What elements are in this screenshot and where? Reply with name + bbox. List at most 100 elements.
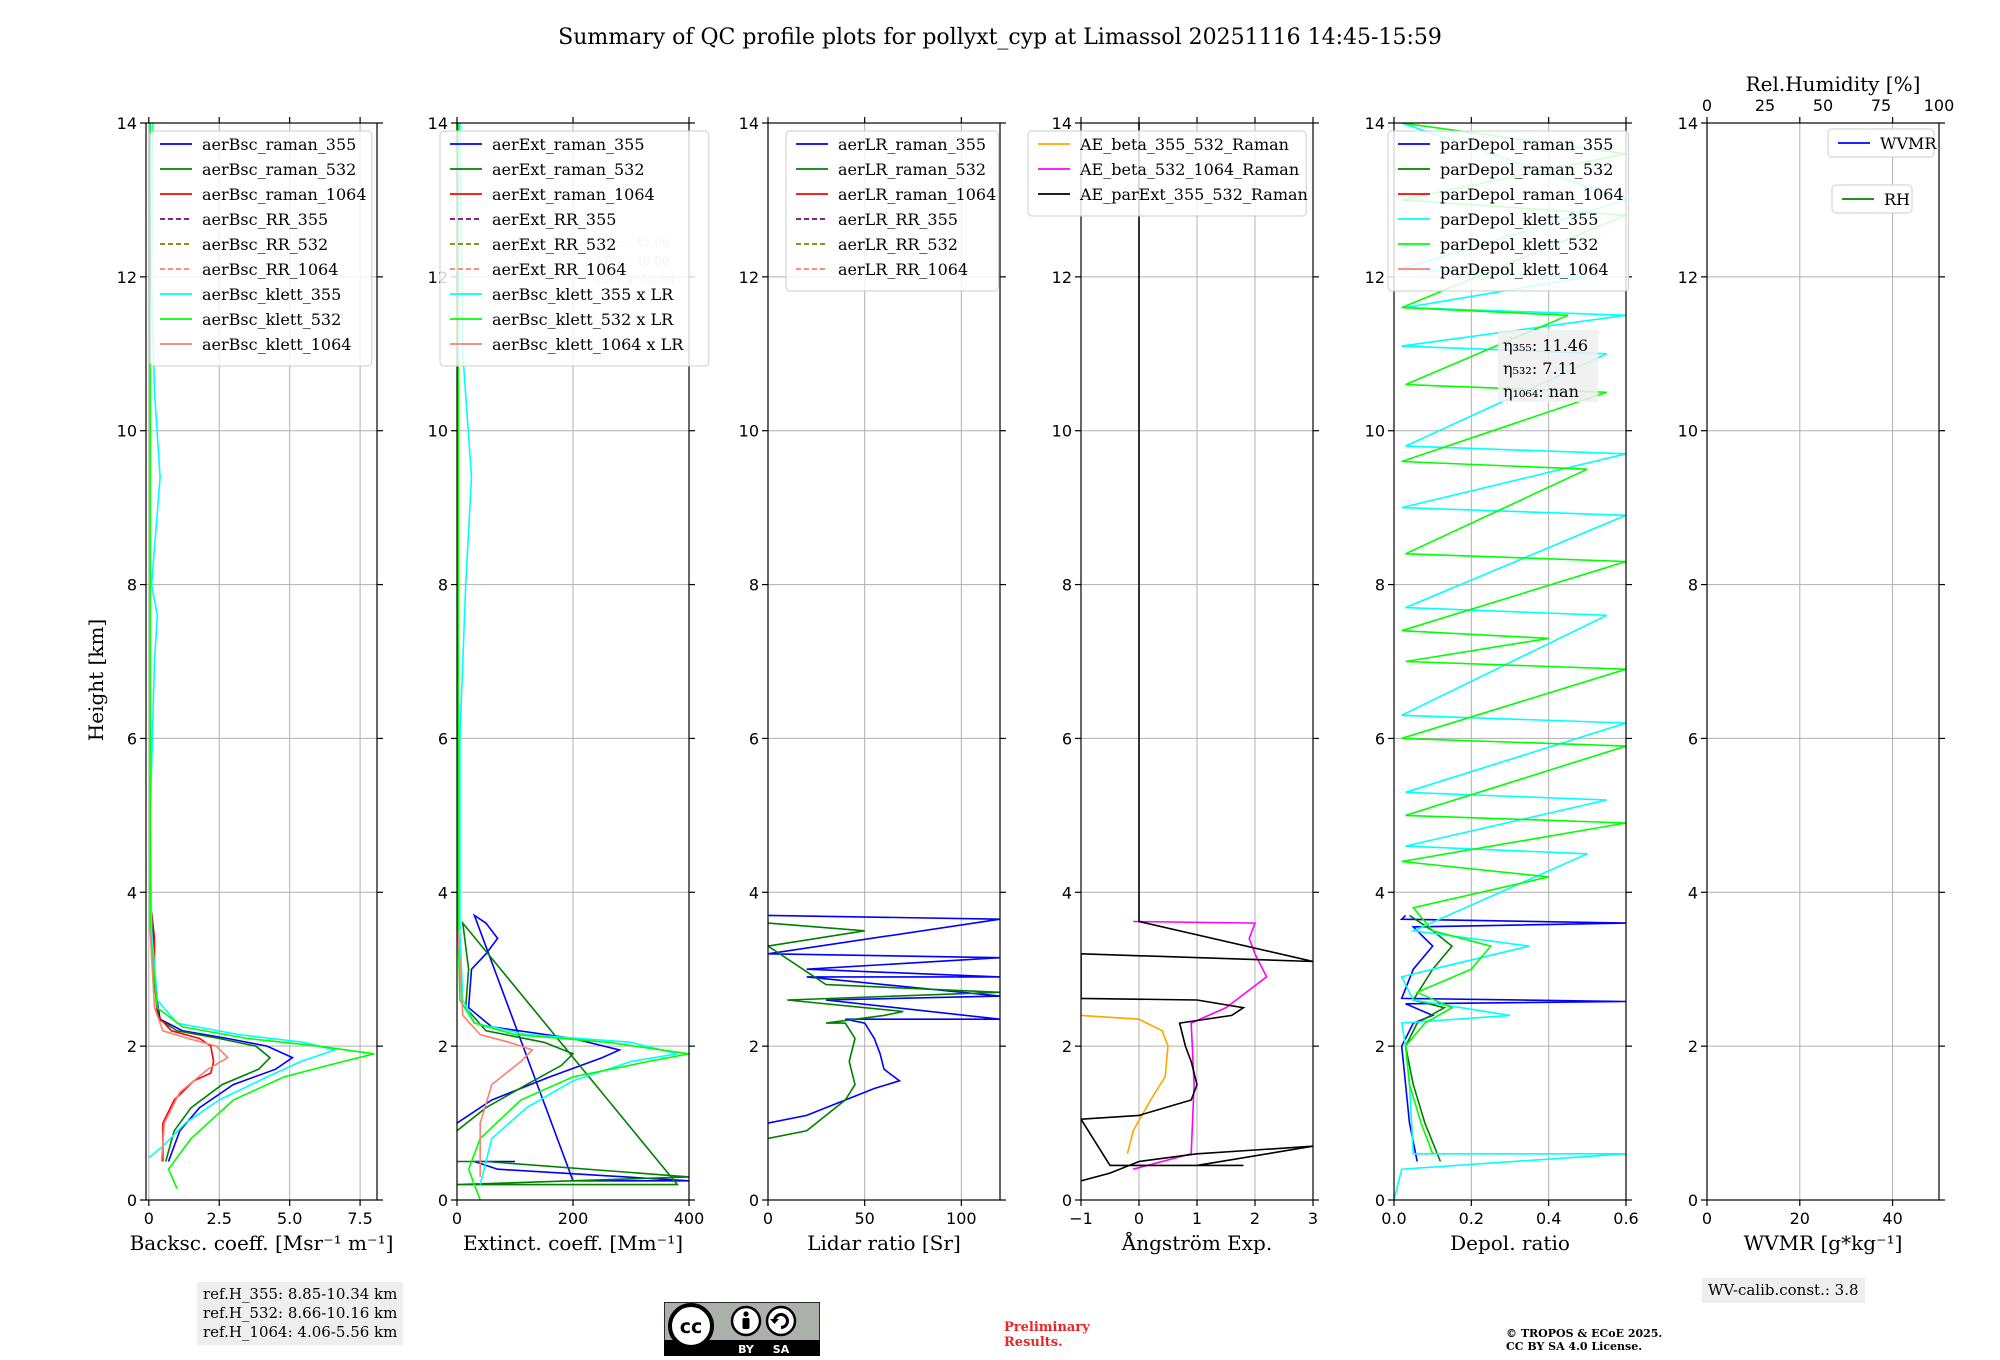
- x-tick-label: 400: [674, 1209, 705, 1228]
- x-tick-label: 3: [1308, 1209, 1318, 1228]
- y-tick-label: 2: [749, 1037, 759, 1056]
- legend-label: aerBsc_klett_532 x LR: [492, 310, 674, 329]
- y-tick-label: 10: [739, 422, 759, 441]
- y-tick-label: 6: [1375, 729, 1385, 748]
- x-axis-label: Extinct. coeff. [Mm⁻¹]: [463, 1231, 683, 1255]
- y-tick-label: 10: [1678, 422, 1698, 441]
- y-tick-label: 10: [1365, 422, 1385, 441]
- figure-title: Summary of QC profile plots for pollyxt_…: [558, 25, 1442, 50]
- y-tick-label: 4: [1062, 883, 1072, 902]
- series-line-AE_parExt_355_532_Raman: [1081, 123, 1313, 1182]
- x-axis-label: WVMR [g*kg⁻¹]: [1744, 1231, 1903, 1255]
- legend-label: parDepol_klett_1064: [1440, 260, 1609, 279]
- x-axis-label: Ångström Exp.: [1121, 1230, 1272, 1255]
- legend-label: parDepol_raman_532: [1440, 160, 1613, 179]
- y-tick-label: 12: [1365, 268, 1385, 287]
- y-tick-label: 8: [438, 576, 448, 595]
- x-axis-label: Depol. ratio: [1450, 1231, 1570, 1255]
- y-tick-label: 14: [739, 114, 759, 133]
- legend-label: RH: [1884, 190, 1910, 209]
- eta-annotation: η₃₅₅: 11.46: [1503, 336, 1588, 355]
- x-tick-label: 0: [763, 1209, 773, 1228]
- y-tick-label: 12: [117, 268, 137, 287]
- wv-calib-const: WV-calib.const.: 3.8: [1708, 1281, 1859, 1299]
- legend-frame: [1387, 130, 1630, 292]
- cc-badge-main: cc: [680, 1316, 703, 1338]
- y-tick-label: 2: [1688, 1037, 1698, 1056]
- reference-heights-box: ref.H_355: 8.85-10.34 km ref.H_532: 8.66…: [197, 1282, 404, 1345]
- y-tick-label: 8: [1375, 576, 1385, 595]
- series-line-parDepol_raman_532: [1404, 914, 1454, 1162]
- legend-label: aerExt_raman_1064: [492, 185, 655, 204]
- y-tick-label: 6: [127, 729, 137, 748]
- preliminary-line-2: Results.: [1004, 1335, 1063, 1350]
- panel-lidar_ratio: 0 50 100 0 2 4 6 8 10 12 14 Lidar ratio [Sr] aerLR_r…: [739, 114, 1006, 1255]
- legend-label: parDepol_klett_532: [1440, 235, 1598, 254]
- legend-label: aerExt_raman_355: [492, 135, 645, 154]
- legend-label: aerBsc_klett_1064: [202, 335, 351, 354]
- series-line-aerBsc_klett_1064 x LR: [457, 930, 534, 1177]
- legend: aerExt_raman_355 aerExt_raman_532 aerExt_r…: [439, 130, 710, 367]
- legend-label: AE_parExt_355_532_Raman: [1079, 185, 1308, 204]
- series-line-aerLR_raman_355: [768, 914, 1000, 1124]
- legend-label: aerBsc_RR_355: [202, 210, 328, 229]
- y-tick-label: 4: [1375, 883, 1385, 902]
- y-tick-label: 4: [749, 883, 759, 902]
- legend: WVMR RH: [1827, 128, 1937, 214]
- x-tick-label: 50: [854, 1209, 874, 1228]
- legend-frame: [149, 130, 373, 367]
- y-tick-label: 2: [1375, 1037, 1385, 1056]
- y-tick-label: 0: [1062, 1191, 1072, 1210]
- y-tick-label: 8: [749, 576, 759, 595]
- x-tick-label: 40: [1882, 1209, 1902, 1228]
- y-tick-label: 6: [749, 729, 759, 748]
- eta-annotation: η₁₀₆₄: nan: [1503, 382, 1579, 401]
- legend-frame: [1827, 128, 1935, 158]
- legend-label: aerLR_RR_532: [838, 235, 958, 254]
- wv-calibration-box: WV-calib.const.: 3.8: [1702, 1278, 1865, 1303]
- top-x-tick-label: 50: [1813, 96, 1833, 115]
- y-tick-label: 8: [127, 576, 137, 595]
- series-line-AE_beta_355_532_Raman: [1081, 1014, 1169, 1154]
- series-line-aerLR_raman_532: [768, 922, 1000, 1140]
- preliminary-line-1: Preliminary: [1004, 1320, 1090, 1335]
- legend-label: aerBsc_klett_532: [202, 310, 341, 329]
- x-tick-label: 7.5: [347, 1209, 372, 1228]
- top-x-tick-label: 25: [1755, 96, 1775, 115]
- x-tick-label: 1: [1192, 1209, 1202, 1228]
- legend-label: aerExt_RR_532: [492, 235, 616, 254]
- y-tick-label: 2: [438, 1037, 448, 1056]
- eta-annotation: η₅₃₂: 7.11: [1503, 359, 1578, 378]
- y-tick-label: 14: [117, 114, 137, 133]
- x-tick-label: 20: [1790, 1209, 1810, 1228]
- legend-label: aerBsc_klett_355 x LR: [492, 285, 674, 304]
- ref-height-532: ref.H_532: 8.66-10.16 km: [203, 1304, 398, 1322]
- y-tick-label: 14: [1678, 114, 1698, 133]
- y-tick-label: 12: [739, 268, 759, 287]
- legend-label: parDepol_raman_355: [1440, 135, 1613, 154]
- legend-label: aerExt_RR_1064: [492, 260, 627, 279]
- top-x-tick-label: 100: [1924, 96, 1955, 115]
- legend-label: aerBsc_raman_532: [202, 160, 356, 179]
- legend-label: WVMR: [1880, 134, 1937, 153]
- preliminary-results-note: Preliminary Results.: [1004, 1320, 1090, 1350]
- ref-height-1064: ref.H_1064: 4.06-5.56 km: [203, 1323, 398, 1341]
- top-x-axis-label: Rel.Humidity [%]: [1746, 72, 1921, 96]
- series-line-aerBsc_klett_355: [148, 123, 338, 1159]
- legend-label: aerExt_raman_532: [492, 160, 645, 179]
- y-tick-label: 8: [1062, 576, 1072, 595]
- x-tick-label: 2: [1250, 1209, 1260, 1228]
- x-tick-label: −1: [1069, 1209, 1093, 1228]
- y-tick-label: 6: [1062, 729, 1072, 748]
- y-tick-label: 8: [1688, 576, 1698, 595]
- legend: aerLR_raman_355 aerLR_raman_532 aerLR_rama…: [785, 130, 999, 292]
- x-tick-label: 5.0: [277, 1209, 302, 1228]
- legend: AE_beta_355_532_Raman AE_beta_532_1064_Ra…: [1027, 130, 1308, 217]
- series-line-aerExt_raman_355: [457, 913, 689, 1182]
- x-axis-label: Backsc. coeff. [Msr⁻¹ m⁻¹]: [130, 1231, 394, 1255]
- legend-label: aerExt_RR_355: [492, 210, 616, 229]
- x-tick-label: 0: [1134, 1209, 1144, 1228]
- legend-frame: [1027, 130, 1307, 217]
